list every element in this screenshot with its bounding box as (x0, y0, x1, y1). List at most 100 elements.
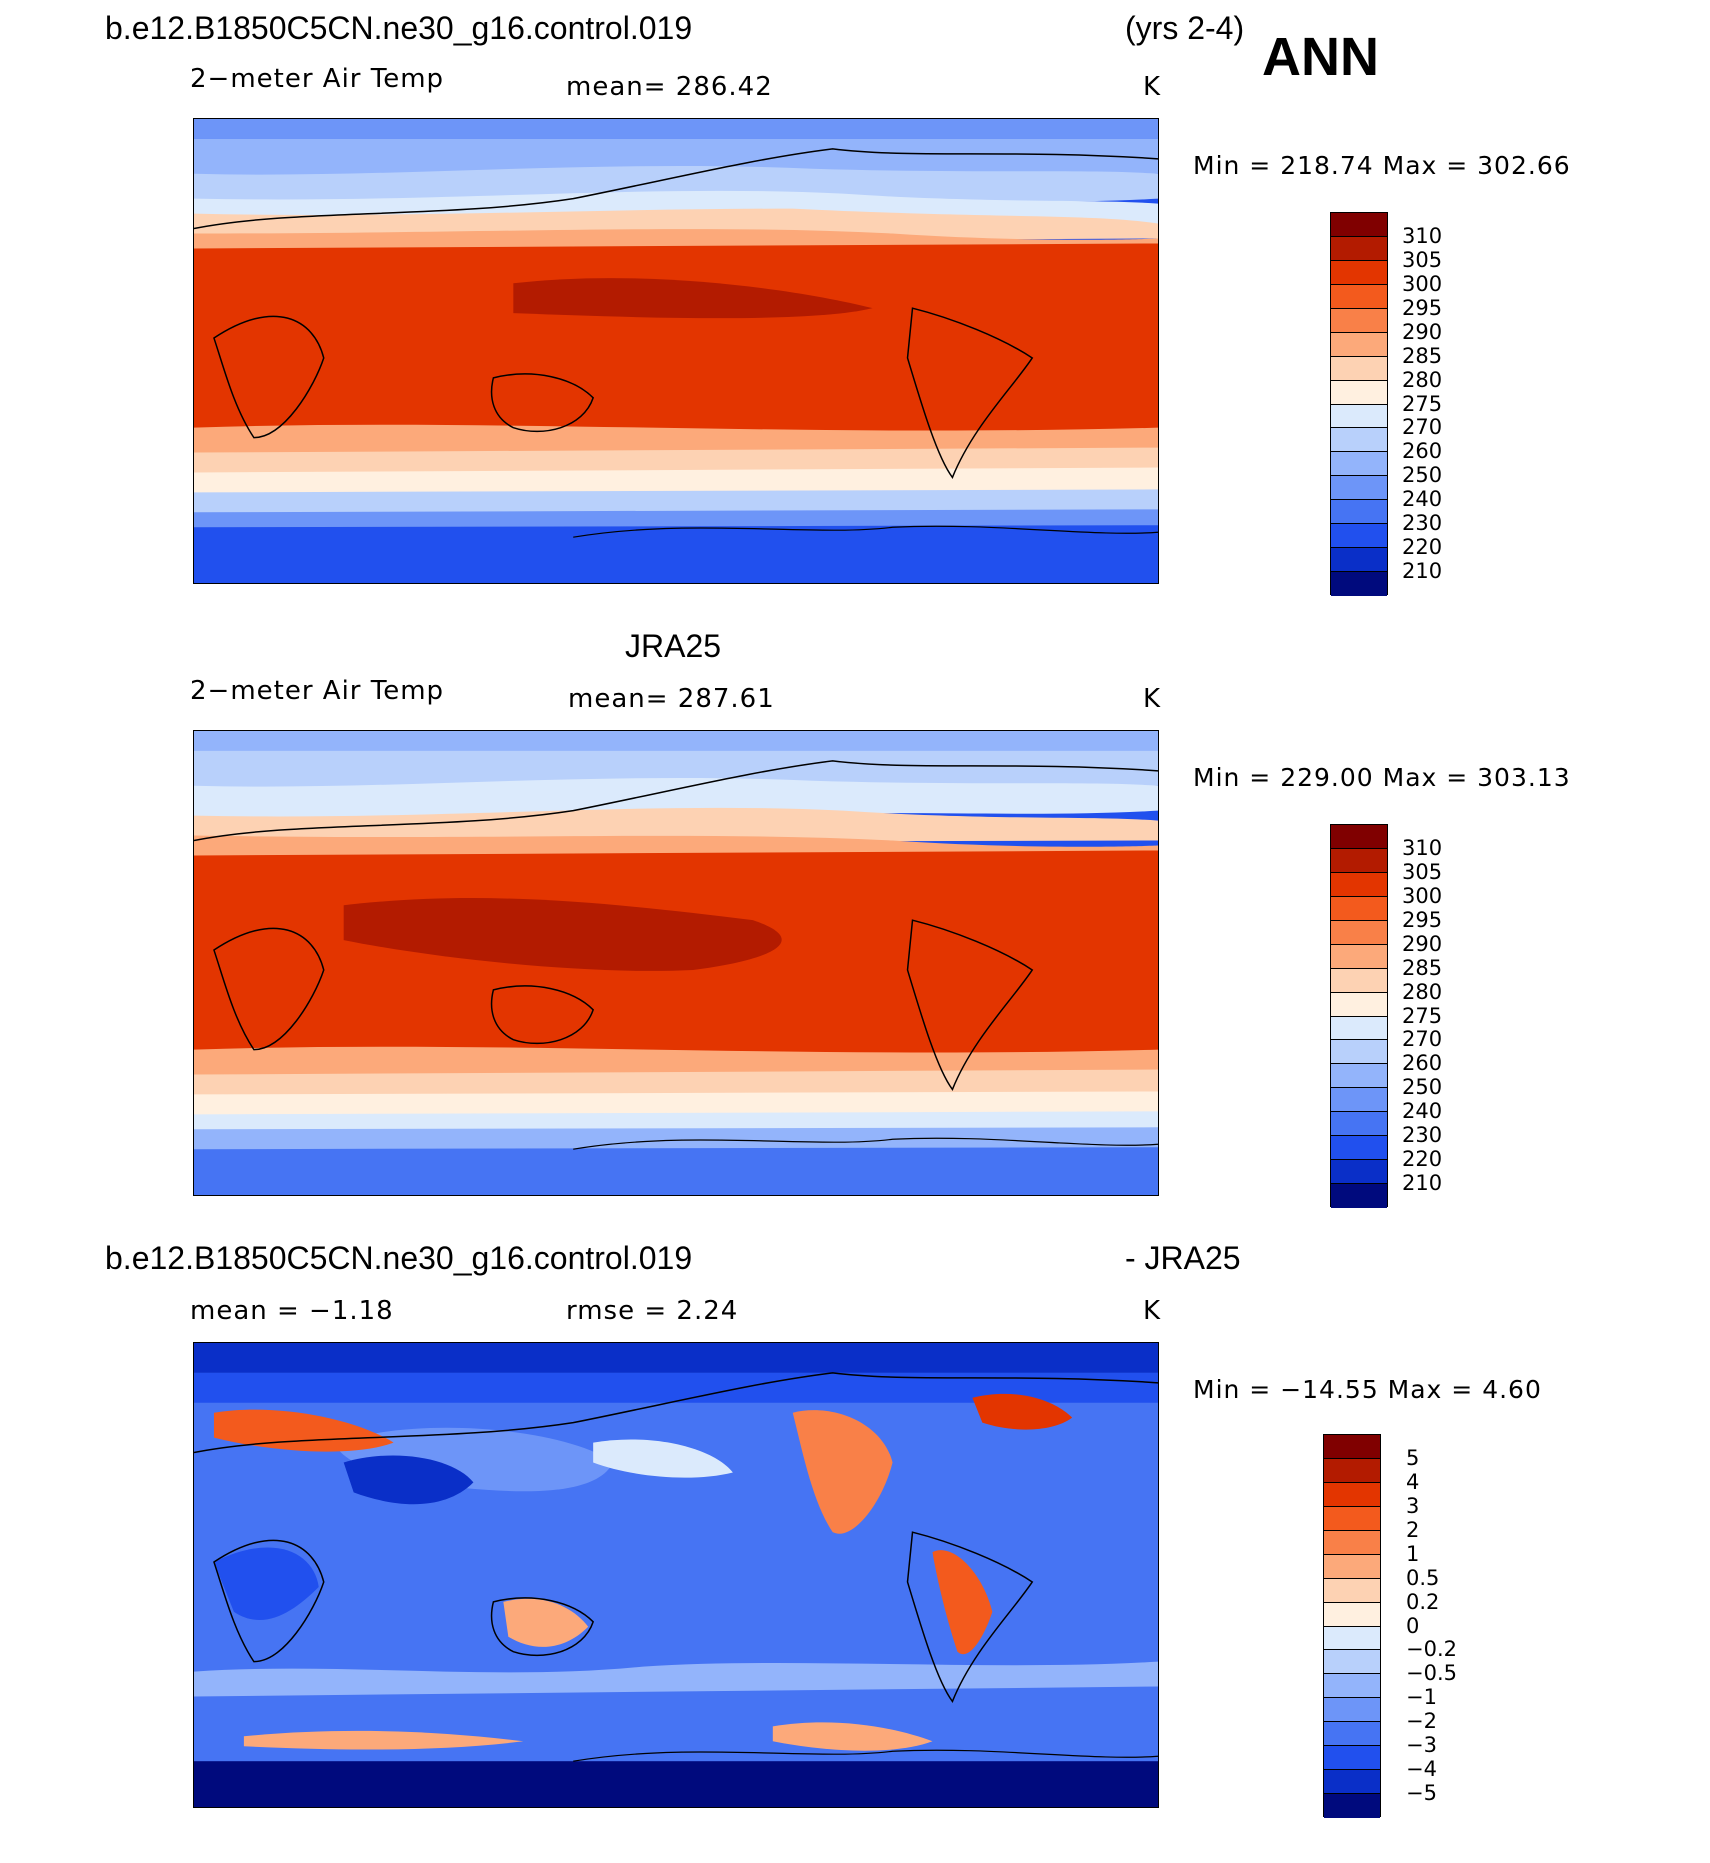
colorbar-tick-label: 240 (1402, 487, 1443, 512)
panel1-map (193, 118, 1159, 584)
panel3-title-right: - JRA25 (1125, 1240, 1241, 1276)
colorbar-tick-label: 0 (1406, 1613, 1420, 1638)
colorbar-tick-label: −0.5 (1406, 1661, 1457, 1686)
colorbar-swatch (1331, 1136, 1387, 1161)
colorbar-swatch (1331, 428, 1387, 453)
colorbar-swatch (1331, 380, 1387, 405)
colorbar-tick-label: 2 (1406, 1517, 1420, 1542)
colorbar-tick-label: 0.2 (1406, 1589, 1440, 1614)
colorbar-tick-label: 295 (1402, 907, 1443, 932)
panel3-rmse-label: rmse = 2.24 (566, 1296, 739, 1326)
colorbar-swatch (1331, 1088, 1387, 1113)
colorbar-swatch (1324, 1602, 1380, 1627)
colorbar-swatch (1331, 452, 1387, 477)
season-label: ANN (1262, 27, 1379, 87)
panel1-units-label: K (1143, 72, 1162, 102)
colorbar-swatch (1324, 1482, 1380, 1507)
colorbar-swatch (1331, 1160, 1387, 1185)
colorbar-swatch (1324, 1650, 1380, 1675)
panel2-title: JRA25 (625, 628, 722, 664)
colorbar-swatch (1324, 1506, 1380, 1531)
case-name-title: b.e12.B1850C5CN.ne30_g16.control.019 (105, 10, 693, 46)
colorbar-swatch (1331, 476, 1387, 501)
colorbar-tick-label: 280 (1402, 979, 1443, 1004)
colorbar-swatch (1331, 968, 1387, 993)
panel3-title-left: b.e12.B1850C5CN.ne30_g16.control.019 (105, 1240, 693, 1276)
panel2-map (193, 730, 1159, 1196)
colorbar-tick-label: 300 (1402, 883, 1443, 908)
colorbar-swatch (1331, 1184, 1387, 1208)
colorbar-tick-label: 270 (1402, 1027, 1443, 1052)
panel2-minmax-label: Min = 229.00 Max = 303.13 (1193, 763, 1571, 792)
panel1-mean-label: mean= 286.42 (566, 72, 773, 102)
colorbar-tick-label: 240 (1402, 1099, 1443, 1124)
colorbar-swatch (1331, 1040, 1387, 1065)
colorbar-swatch (1331, 284, 1387, 309)
colorbar-tick-label: 5 (1406, 1445, 1420, 1470)
panel2-variable-label: 2−meter Air Temp (190, 676, 445, 706)
colorbar-tick-label: 3 (1406, 1493, 1420, 1518)
colorbar-swatch (1331, 332, 1387, 357)
colorbar-tick-label: 290 (1402, 319, 1443, 344)
panel3-colorbar (1323, 1434, 1381, 1818)
colorbar-tick-label: 230 (1402, 1123, 1443, 1148)
colorbar-swatch (1324, 1554, 1380, 1579)
colorbar-tick-label: 1 (1406, 1541, 1420, 1566)
colorbar-tick-label: −2 (1406, 1709, 1437, 1734)
colorbar-tick-label: 250 (1402, 463, 1443, 488)
colorbar-swatch (1324, 1626, 1380, 1651)
colorbar-swatch (1331, 1016, 1387, 1041)
colorbar-swatch (1331, 404, 1387, 429)
panel3-difference-field (194, 1343, 1158, 1807)
colorbar-swatch (1324, 1458, 1380, 1483)
panel3-map (193, 1342, 1159, 1808)
colorbar-tick-label: 275 (1402, 1003, 1443, 1028)
years-label: (yrs 2-4) (1125, 10, 1245, 46)
colorbar-swatch (1331, 920, 1387, 945)
colorbar-tick-label: 285 (1402, 343, 1443, 368)
panel3-mean-label: mean = −1.18 (190, 1296, 394, 1326)
colorbar-tick-label: 250 (1402, 1075, 1443, 1100)
colorbar-tick-label: 220 (1402, 1147, 1443, 1172)
colorbar-swatch (1324, 1746, 1380, 1771)
colorbar-tick-label: 300 (1402, 271, 1443, 296)
colorbar-swatch (1331, 260, 1387, 285)
colorbar-swatch (1331, 992, 1387, 1017)
colorbar-tick-label: 310 (1402, 835, 1443, 860)
colorbar-tick-label: 220 (1402, 535, 1443, 560)
colorbar-swatch (1331, 524, 1387, 549)
colorbar-tick-label: 305 (1402, 247, 1443, 272)
colorbar-tick-label: −4 (1406, 1757, 1437, 1782)
colorbar-tick-label: 260 (1402, 439, 1443, 464)
colorbar-tick-label: 310 (1402, 223, 1443, 248)
colorbar-tick-label: −1 (1406, 1685, 1437, 1710)
colorbar-swatch (1331, 825, 1387, 849)
colorbar-swatch (1331, 1064, 1387, 1089)
colorbar-swatch (1331, 213, 1387, 237)
colorbar-swatch (1331, 308, 1387, 333)
colorbar-swatch (1331, 896, 1387, 921)
panel2-temperature-field (194, 731, 1158, 1195)
colorbar-tick-label: 210 (1402, 1171, 1443, 1196)
panel2-units-label: K (1143, 684, 1162, 714)
colorbar-swatch (1331, 944, 1387, 969)
colorbar-swatch (1331, 572, 1387, 596)
colorbar-swatch (1324, 1578, 1380, 1603)
colorbar-swatch (1331, 1112, 1387, 1137)
colorbar-tick-label: −3 (1406, 1733, 1437, 1758)
panel1-variable-label: 2−meter Air Temp (190, 64, 445, 94)
colorbar-swatch (1324, 1674, 1380, 1699)
colorbar-swatch (1331, 848, 1387, 873)
colorbar-tick-label: 0.5 (1406, 1565, 1440, 1590)
colorbar-swatch (1331, 236, 1387, 261)
colorbar-tick-label: 230 (1402, 511, 1443, 536)
panel2-mean-label: mean= 287.61 (568, 684, 775, 714)
colorbar-swatch (1324, 1435, 1380, 1459)
colorbar-tick-label: 280 (1402, 367, 1443, 392)
panel3-units-label: K (1143, 1296, 1162, 1326)
colorbar-tick-label: −5 (1406, 1781, 1437, 1806)
colorbar-tick-label: 210 (1402, 559, 1443, 584)
colorbar-tick-label: 295 (1402, 295, 1443, 320)
colorbar-tick-label: 290 (1402, 931, 1443, 956)
colorbar-swatch (1324, 1530, 1380, 1555)
